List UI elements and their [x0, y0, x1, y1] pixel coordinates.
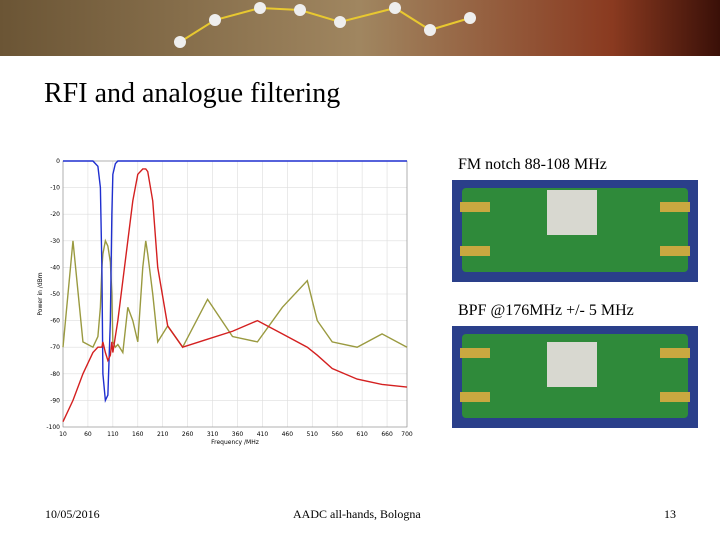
x-tick-label: 110 [107, 431, 119, 438]
y-tick-label: -100 [46, 424, 60, 431]
caption: FM notch 88-108 MHz [458, 156, 607, 173]
footer-page: 13 [664, 507, 676, 521]
x-tick-label: 210 [157, 431, 169, 438]
banner [0, 0, 720, 56]
y-tick-label: -80 [50, 371, 60, 378]
y-tick-label: -30 [50, 238, 60, 245]
x-tick-label: 60 [84, 431, 92, 438]
footer-date: 10/05/2016 [45, 507, 100, 521]
x-tick-label: 310 [207, 431, 219, 438]
photo [452, 180, 698, 282]
x-tick-label: 610 [356, 431, 368, 438]
x-tick-label: 410 [257, 431, 269, 438]
series-line [63, 160, 407, 404]
x-tick-label: 160 [132, 431, 144, 438]
x-tick-label: 360 [232, 431, 244, 438]
y-tick-label: -50 [50, 291, 60, 298]
x-tick-label: 560 [331, 431, 343, 438]
y-tick-label: -70 [50, 344, 60, 351]
x-tick-label: 660 [381, 431, 393, 438]
x-tick-label: 260 [182, 431, 194, 438]
x-tick-label: 460 [282, 431, 294, 438]
series-line [62, 168, 408, 422]
y-tick-label: -40 [50, 264, 60, 271]
x-tick-label: 700 [401, 431, 413, 438]
footer-event: AADC all-hands, Bologna [293, 507, 421, 521]
y-tick-label: -60 [50, 318, 60, 325]
y-tick-label: -10 [50, 185, 60, 192]
slide-title: RFI and analogue filtering [44, 78, 341, 109]
y-tick-label: 0 [56, 158, 60, 165]
x-tick-label: 510 [307, 431, 319, 438]
y-tick-label: -90 [50, 397, 60, 404]
y-tick-label: -20 [50, 211, 60, 218]
x-tick-label: 10 [59, 431, 67, 438]
x-axis-label: Frequency /MHz [211, 439, 259, 446]
y-axis-label: Power in /dBm [37, 272, 44, 315]
caption: BPF @176MHz +/- 5 MHz [458, 302, 634, 319]
photo [452, 326, 698, 428]
